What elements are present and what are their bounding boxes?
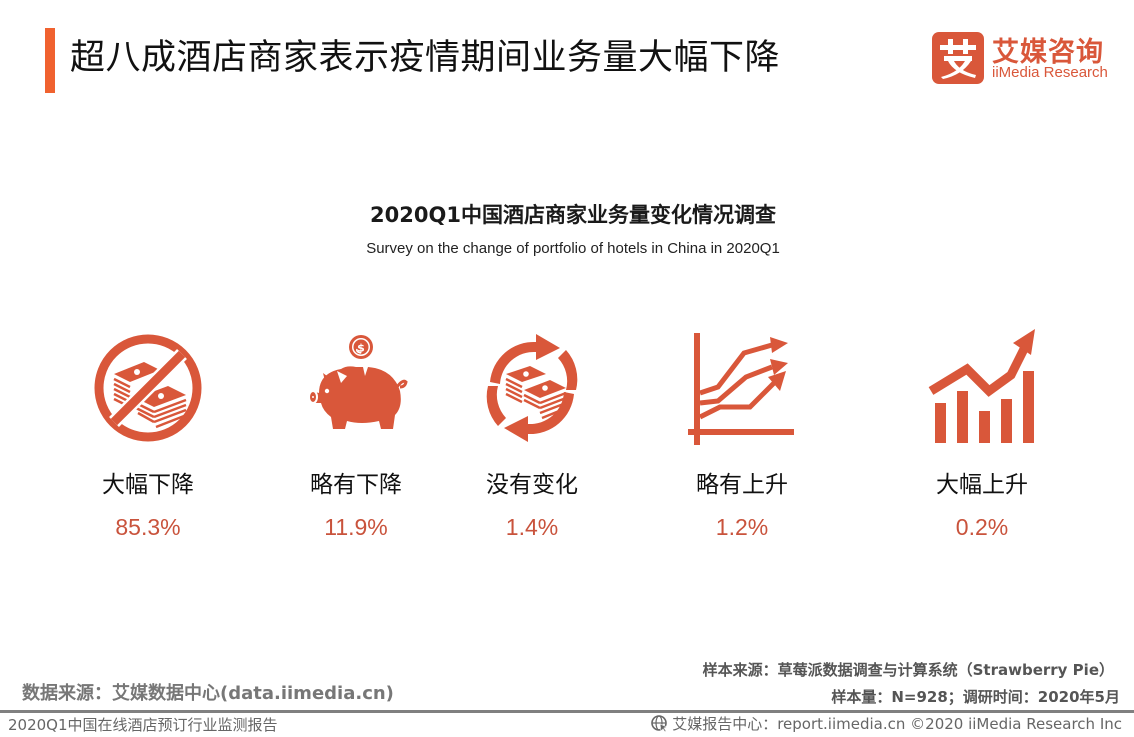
category-value: 0.2% (955, 514, 1009, 540)
category-value: 85.3% (115, 514, 181, 540)
logo-ai-glyph-icon (940, 39, 976, 79)
chart-subtitle: Survey on the change of portfolio of hot… (366, 240, 780, 257)
logo-mark (932, 32, 984, 84)
title-accent-bar (45, 28, 55, 93)
footer-copyright: 艾媒报告中心：report.iimedia.cn ©2020 iiMedia R… (651, 713, 1122, 734)
report-name: 2020Q1中国在线酒店预订行业监测报告 (8, 716, 278, 734)
footer-divider (0, 710, 1134, 713)
logo-name-en: iiMedia Research (992, 64, 1108, 81)
category-item: 大幅上升 0.2% (882, 325, 1082, 542)
category-value: 1.2% (715, 514, 769, 540)
category-label: 大幅上升 (936, 472, 1028, 498)
rising-lines-icon (642, 325, 842, 450)
category-value: 1.4% (505, 514, 559, 540)
globe-cursor-icon (651, 715, 669, 732)
rising-bars-icon (882, 325, 1082, 450)
no-money-icon (48, 325, 248, 450)
sample-source: 样本来源：草莓派数据调查与计算系统（Strawberry Pie） (702, 661, 1114, 679)
category-value: 11.9% (324, 514, 388, 540)
page-title: 超八成酒店商家表示疫情期间业务量大幅下降 (70, 38, 781, 78)
copyright-text: 艾媒报告中心：report.iimedia.cn ©2020 iiMedia R… (672, 715, 1122, 733)
category-label: 大幅下降 (102, 472, 194, 498)
category-label: 略有下降 (310, 472, 402, 498)
data-source: 数据来源：艾媒数据中心(data.iimedia.cn) (22, 683, 394, 704)
money-cycle-icon (432, 325, 632, 450)
category-item: 大幅下降 85.3% (48, 325, 248, 542)
category-item: 没有变化 1.4% (432, 325, 632, 542)
logo-name-cn: 艾媒咨询 (992, 37, 1104, 68)
chart-title: 2020Q1中国酒店商家业务量变化情况调查 (370, 203, 776, 227)
category-item: 略有上升 1.2% (642, 325, 842, 542)
sample-info: 样本量：N=928；调研时间：2020年5月 (831, 688, 1120, 706)
category-label: 略有上升 (696, 472, 788, 498)
category-label: 没有变化 (486, 472, 578, 498)
svg-text:$: $ (357, 341, 365, 354)
category-item: $ 略有下降 11.9% (256, 325, 456, 542)
piggy-bank-icon: $ (256, 325, 456, 450)
